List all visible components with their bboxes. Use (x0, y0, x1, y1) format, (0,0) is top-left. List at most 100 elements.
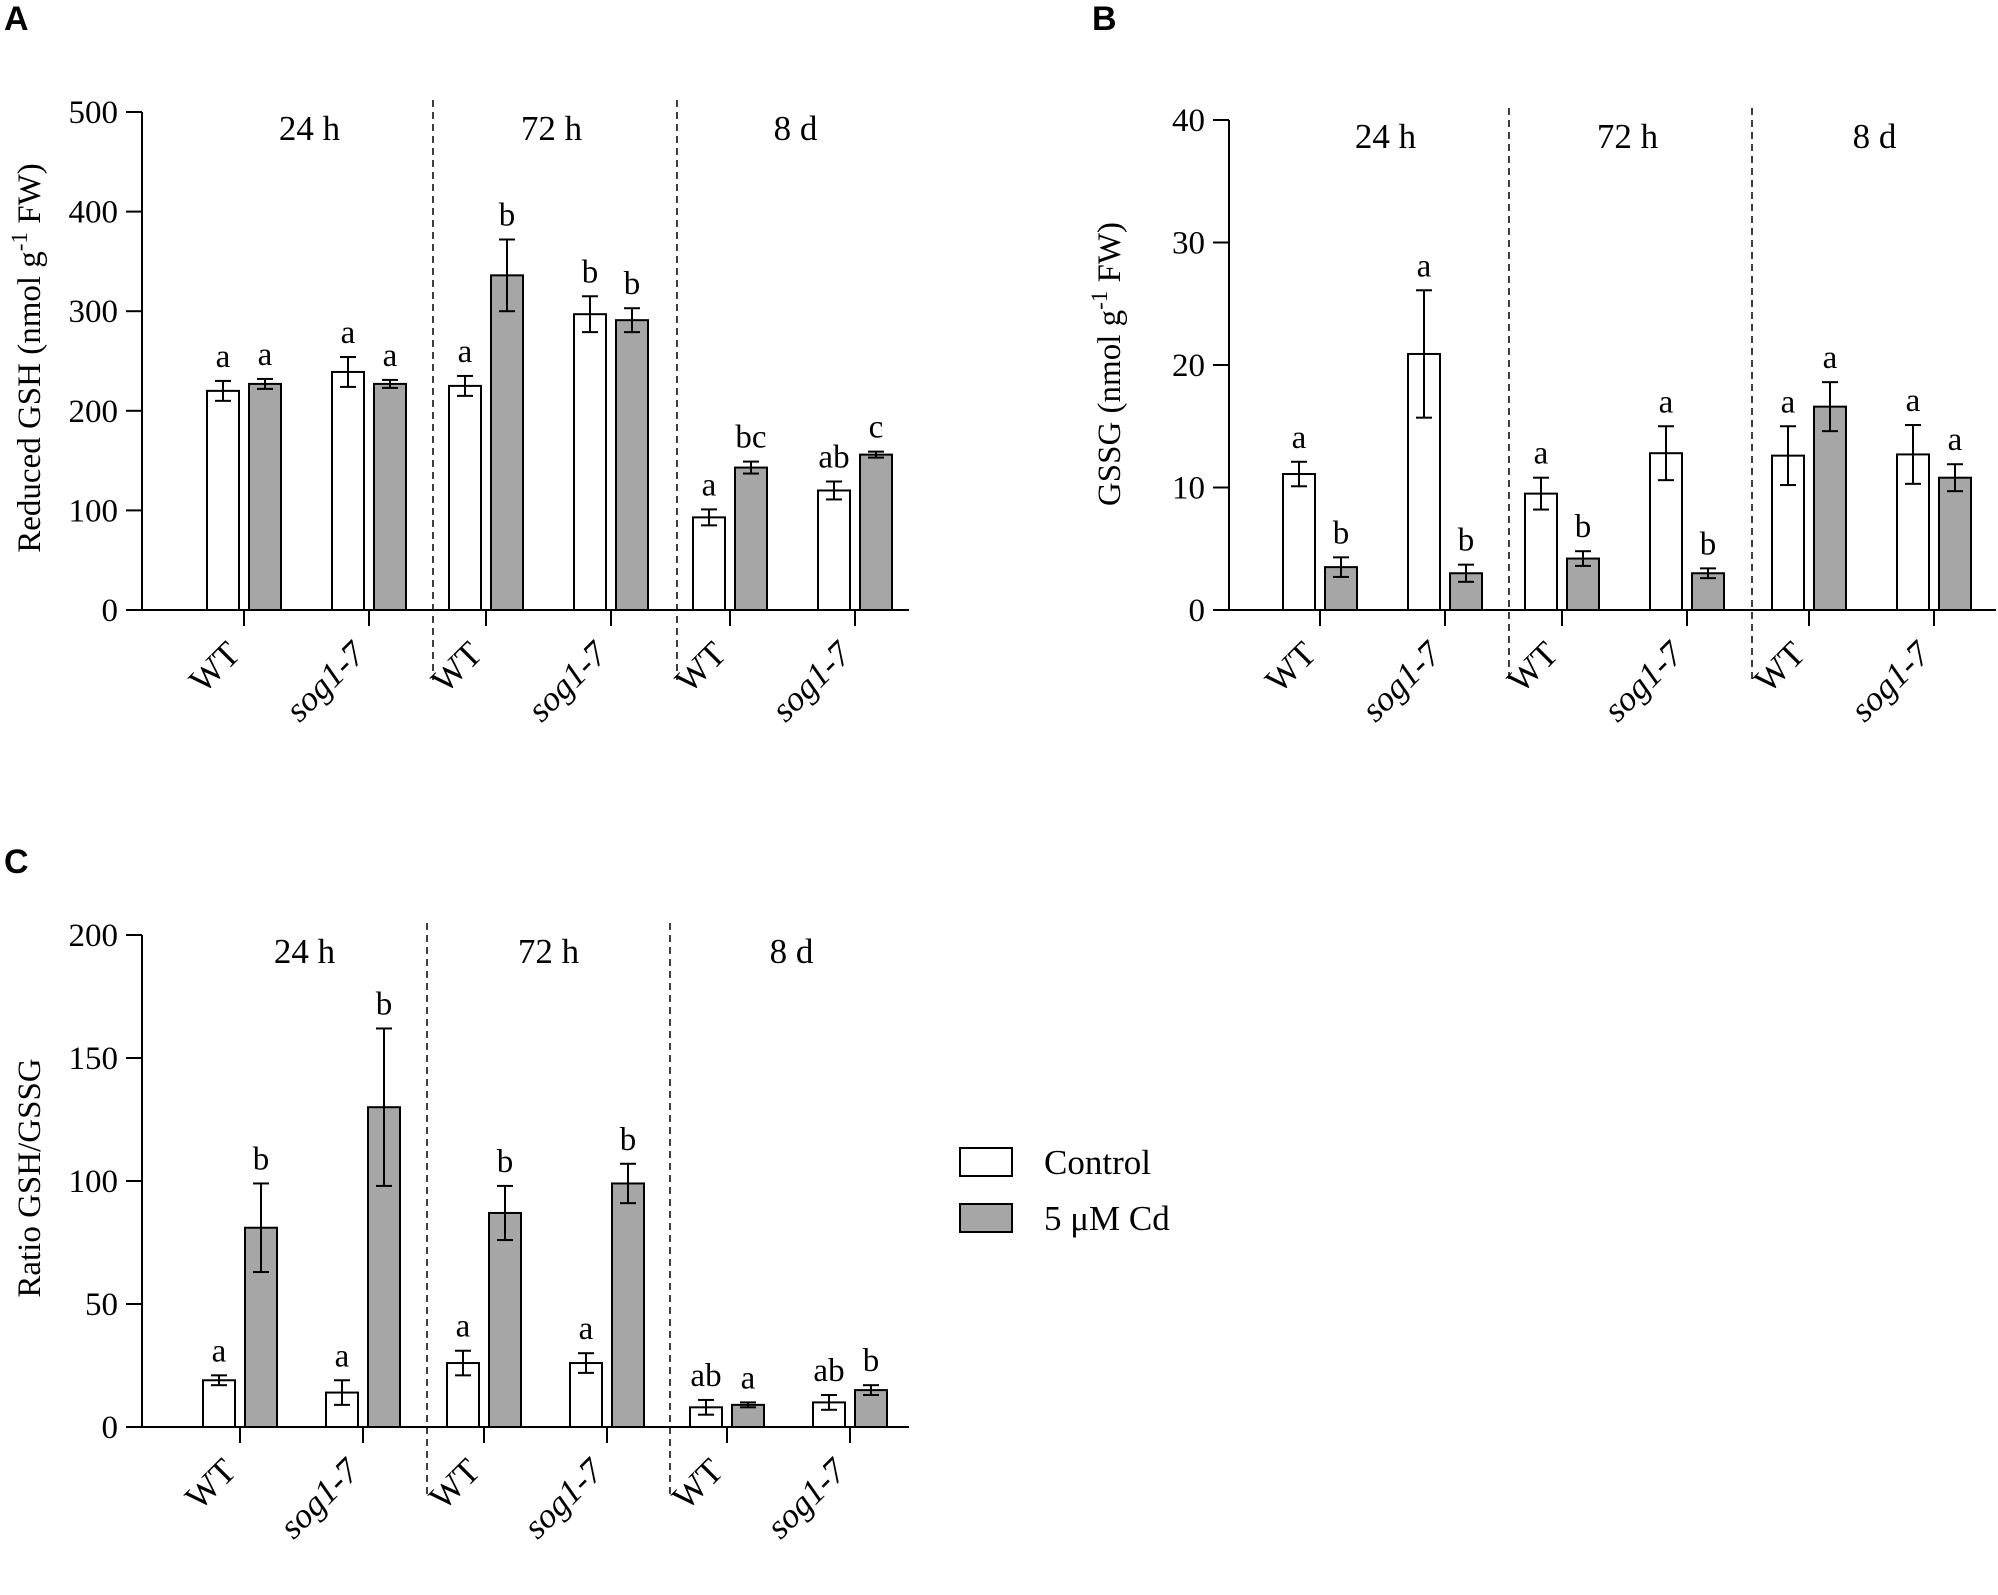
panel-b-label: B (1092, 0, 1117, 38)
panel-b-y-tick-label: 20 (1172, 348, 1205, 384)
panel-a-bar-cd (615, 319, 649, 611)
panel-a-significance-letter: a (383, 338, 398, 374)
panel-c-significance-letter: ab (813, 1353, 844, 1389)
panel-a-bar-control (692, 516, 726, 612)
panel-a-significance-letter: b (624, 266, 641, 302)
panel-a-significance-letter: a (216, 339, 231, 375)
panel-b-plot: 0 10 20 30 40 24 h a b WT a b sog1-7 72 h a b WT a b sog1-… (1172, 103, 1996, 729)
panel-b-y-tick-label: 0 (1189, 593, 1206, 629)
legend: Control 5 μM Cd (959, 1143, 1170, 1238)
panel-a-bar-control (448, 384, 482, 611)
panel-c-bar-cd (854, 1389, 888, 1428)
panel-a-y-tick-label: 200 (69, 394, 119, 430)
panel-c-significance-letter: a (335, 1338, 350, 1374)
panel-a-bar-cd (734, 466, 768, 611)
panel-a-bar-control (573, 313, 607, 611)
panel-a-significance-letter: bc (735, 420, 766, 456)
panel-b-period-label: 72 h (1597, 117, 1659, 156)
panel-a-bar-cd (248, 382, 282, 611)
panel-c-x-category-label: WT (178, 1451, 244, 1517)
panel-a-bar-cd (490, 274, 524, 611)
panel-c-y-tick-label: 50 (85, 1287, 118, 1323)
panel-c-period-label: 72 h (518, 932, 580, 971)
panel-b-x-category-label: sog1-7 (1843, 633, 1939, 729)
panel-c-significance-letter: b (863, 1343, 880, 1379)
panel-a-x-category-label: sog1-7 (764, 633, 860, 729)
panel-a-significance-letter: a (341, 315, 356, 351)
panel-c-y-tick-label: 200 (69, 918, 119, 954)
panel-a: A Reduced GSH (nmol g-1 FW) 0 100 200 300 40… (4, 0, 909, 729)
panel-c-significance-letter: a (579, 1311, 594, 1347)
panel-a-significance-letter: a (458, 334, 473, 370)
legend-cd-swatch (959, 1203, 1013, 1233)
panel-b-significance-letter: a (1292, 420, 1307, 456)
panel-a-y-tick-label: 300 (69, 294, 119, 330)
panel-c-x-category-label: WT (665, 1451, 731, 1517)
panel-c-bar-cd (488, 1211, 522, 1428)
panel-b-period-label: 8 d (1853, 117, 1897, 156)
panel-a-bar-control (817, 489, 851, 612)
panel-b-significance-letter: b (1700, 526, 1717, 562)
panel-c-significance-letter: b (620, 1122, 637, 1158)
panel-b-y-axis-label: GSSG (nmol g-1 FW) (1087, 222, 1128, 506)
panel-b-x-category-label: WT (1747, 634, 1813, 700)
panel-a-significance-letter: a (258, 337, 273, 373)
panel-a-x-category-label: WT (182, 634, 248, 700)
panel-b-period-label: 24 h (1355, 117, 1417, 156)
panel-b-significance-letter: b (1333, 515, 1350, 551)
panel-c-bar-cd (611, 1182, 645, 1428)
panel-a-x-category-label: sog1-7 (520, 633, 616, 729)
panel-c-significance-letter: a (212, 1333, 227, 1369)
panel-c-significance-letter: b (253, 1141, 270, 1177)
panel-b-x-category-label: WT (1258, 634, 1324, 700)
panel-b: B GSSG (nmol g-1 FW) 0 10 20 30 40 24 h a b WT a b… (1087, 0, 1996, 729)
panel-a-y-axis-label: Reduced GSH (nmol g-1 FW) (7, 163, 48, 552)
panel-c-significance-letter: a (456, 1309, 471, 1345)
panel-a-bar-cd (859, 453, 893, 611)
panel-b-y-tick-label: 10 (1172, 471, 1205, 507)
panel-c-significance-letter: b (376, 986, 393, 1022)
panel-c-y-axis-label: Ratio GSH/GSSG (12, 1058, 48, 1297)
panel-a-significance-letter: a (702, 467, 717, 503)
panel-a-y-tick-label: 100 (69, 493, 119, 529)
panel-b-x-category-label: sog1-7 (1596, 633, 1692, 729)
panel-c-label: C (4, 843, 29, 881)
panel-b-significance-letter: a (1823, 340, 1838, 376)
panel-b-bar-control (1282, 473, 1316, 611)
panel-c-significance-letter: b (497, 1144, 514, 1180)
panel-b-bar-control (1524, 492, 1558, 611)
panel-a-bar-control (206, 389, 240, 611)
panel-b-y-tick-label: 30 (1172, 226, 1205, 262)
panel-a-y-tick-label: 400 (69, 195, 119, 231)
panel-c-x-category-label: sog1-7 (516, 1450, 612, 1546)
panel-a-significance-letter: b (582, 254, 599, 290)
panel-c-significance-letter: a (741, 1360, 756, 1396)
panel-c-x-category-label: WT (422, 1451, 488, 1517)
panel-b-significance-letter: a (1781, 384, 1796, 420)
panel-a-x-category-label: sog1-7 (278, 633, 374, 729)
panel-b-significance-letter: b (1575, 509, 1592, 545)
legend-control-swatch (959, 1147, 1013, 1177)
panel-a-significance-letter: b (499, 197, 516, 233)
panel-b-significance-letter: a (1534, 436, 1549, 472)
panel-a-period-label: 72 h (521, 109, 583, 148)
panel-c-y-tick-label: 0 (102, 1410, 119, 1446)
panel-a-y-tick-label: 500 (69, 95, 119, 131)
panel-c-bar-control (202, 1379, 236, 1429)
panel-b-bar-cd (1938, 476, 1972, 612)
panel-c-period-label: 24 h (274, 932, 336, 971)
panel-a-significance-letter: ab (818, 440, 849, 476)
panel-c-x-category-label: sog1-7 (759, 1450, 855, 1546)
panel-b-significance-letter: a (1948, 422, 1963, 458)
legend-cd-label: 5 μM Cd (1044, 1199, 1170, 1238)
panel-b-significance-letter: a (1659, 384, 1674, 420)
panel-c-y-tick-label: 100 (69, 1164, 119, 1200)
panel-b-significance-letter: b (1458, 523, 1475, 559)
legend-control-label: Control (1044, 1143, 1151, 1182)
panel-c-x-category-label: sog1-7 (272, 1450, 368, 1546)
panel-c-significance-letter: ab (690, 1358, 721, 1394)
